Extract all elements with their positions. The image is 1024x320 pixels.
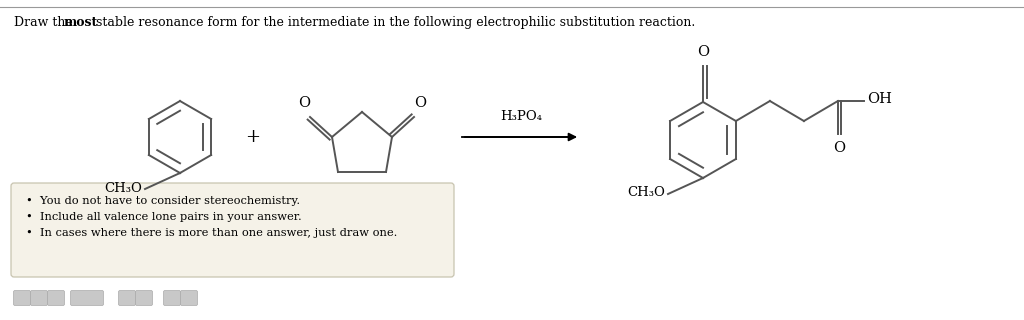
FancyBboxPatch shape bbox=[47, 291, 65, 306]
Text: O: O bbox=[697, 45, 709, 59]
FancyBboxPatch shape bbox=[164, 291, 180, 306]
Text: •  In cases where there is more than one answer, just draw one.: • In cases where there is more than one … bbox=[26, 228, 397, 238]
Text: •  Include all valence lone pairs in your answer.: • Include all valence lone pairs in your… bbox=[26, 212, 302, 222]
FancyBboxPatch shape bbox=[71, 291, 103, 306]
FancyBboxPatch shape bbox=[13, 291, 31, 306]
Text: H₃PO₄: H₃PO₄ bbox=[500, 110, 542, 123]
Text: O: O bbox=[414, 96, 426, 110]
FancyBboxPatch shape bbox=[180, 291, 198, 306]
Text: CH₃O: CH₃O bbox=[627, 187, 665, 199]
Text: +: + bbox=[246, 128, 260, 146]
Text: OH: OH bbox=[867, 92, 892, 106]
FancyBboxPatch shape bbox=[31, 291, 47, 306]
Text: stable resonance form for the intermediate in the following electrophilic substi: stable resonance form for the intermedia… bbox=[92, 16, 695, 29]
Text: •  You do not have to consider stereochemistry.: • You do not have to consider stereochem… bbox=[26, 196, 300, 206]
Text: most: most bbox=[63, 16, 98, 29]
Text: O: O bbox=[298, 96, 310, 110]
Text: Draw the: Draw the bbox=[14, 16, 77, 29]
FancyBboxPatch shape bbox=[119, 291, 135, 306]
Text: O: O bbox=[833, 141, 845, 155]
FancyBboxPatch shape bbox=[135, 291, 153, 306]
FancyBboxPatch shape bbox=[11, 183, 454, 277]
Text: CH₃O: CH₃O bbox=[104, 181, 142, 195]
